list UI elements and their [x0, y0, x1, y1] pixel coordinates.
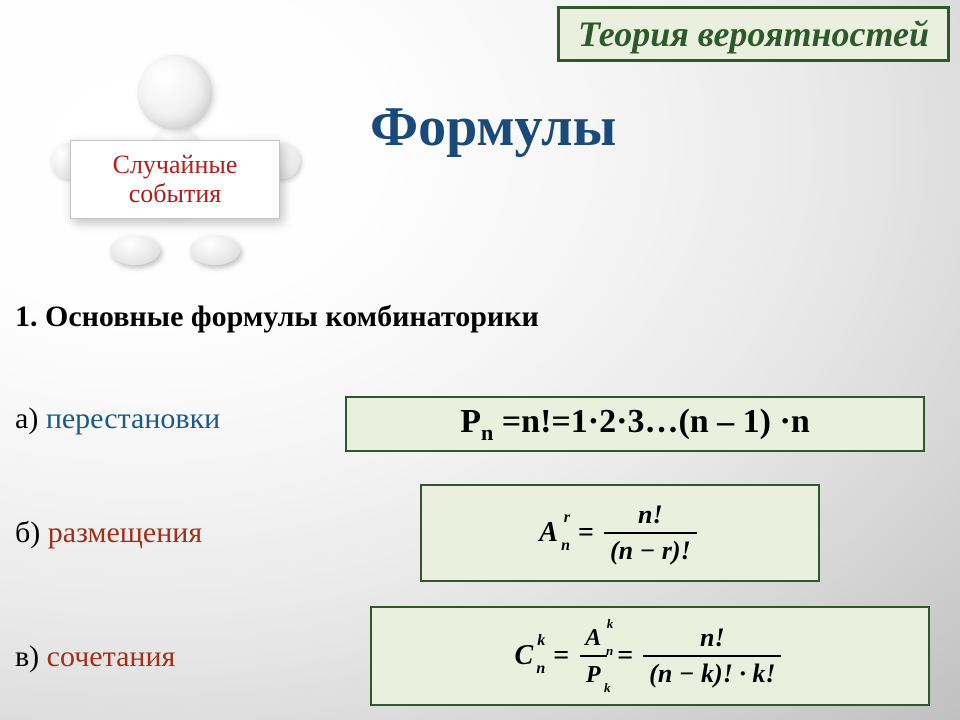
- figure-foot-left: [110, 235, 160, 265]
- main-title: Формулы: [370, 95, 616, 159]
- f2-A-symbol: A r n: [539, 517, 558, 549]
- f3-P-symbol: P k: [586, 662, 601, 690]
- row-b-term: размещения: [48, 516, 202, 549]
- section-heading: 1. Основные формулы комбинаторики: [15, 300, 539, 335]
- row-b-label: б) размещения: [15, 516, 202, 550]
- formula-box-arrangements: A r n = n! (n − r)!: [420, 484, 820, 582]
- f1-P: P: [460, 403, 481, 440]
- sign-board: Случайные события: [70, 140, 280, 219]
- top-banner: Теория вероятностей: [557, 6, 950, 62]
- sign-line1: Случайные: [79, 151, 271, 180]
- row-a-prefix: а): [15, 402, 46, 435]
- row-a-term: перестановки: [46, 402, 220, 435]
- f2-eq: =: [578, 517, 594, 549]
- row-c-label: в) сочетания: [15, 640, 175, 674]
- f3-eq2: =: [617, 640, 633, 672]
- top-banner-text: Теория вероятностей: [578, 14, 929, 54]
- formula-box-combinations: C k n = A k n P k = n! (n − k)!: [370, 606, 930, 706]
- figure-foot-right: [190, 235, 240, 265]
- sign-line2: события: [79, 180, 271, 209]
- f3-fraction2: n! (n − k)! · k!: [643, 623, 781, 689]
- f3-eq1: =: [553, 640, 569, 672]
- row-a-label: а) перестановки: [15, 402, 220, 436]
- f3-C-symbol: C k n: [515, 640, 534, 672]
- formula-box-permutations: Pn =n!=1·2·3…(n – 1) ·n: [345, 396, 925, 452]
- f3-A-symbol: A k n: [585, 625, 601, 653]
- f3-fraction1: A k n P k: [579, 622, 607, 689]
- figure-head: [138, 55, 213, 130]
- row-c-term: сочетания: [47, 640, 176, 673]
- f2-fraction: n! (n − r)!: [604, 500, 697, 566]
- f1-rest: =n!=1·2·3…(n – 1) ·n: [493, 403, 809, 440]
- f1-sub-n: n: [481, 419, 493, 444]
- section-heading-text: 1. Основные формулы комбинаторики: [15, 300, 539, 333]
- row-c-prefix: в): [15, 640, 47, 673]
- figure-mascot: Случайные события: [20, 55, 330, 275]
- row-b-prefix: б): [15, 516, 48, 549]
